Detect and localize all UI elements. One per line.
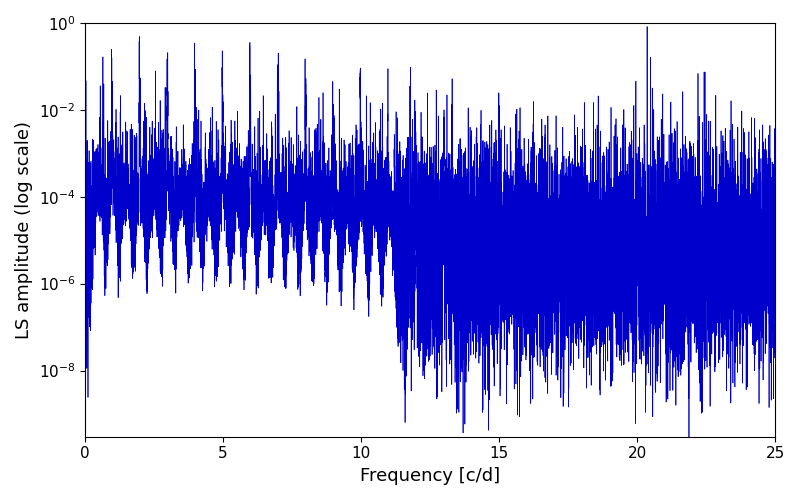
Y-axis label: LS amplitude (log scale): LS amplitude (log scale) (15, 121, 33, 339)
X-axis label: Frequency [c/d]: Frequency [c/d] (360, 467, 500, 485)
